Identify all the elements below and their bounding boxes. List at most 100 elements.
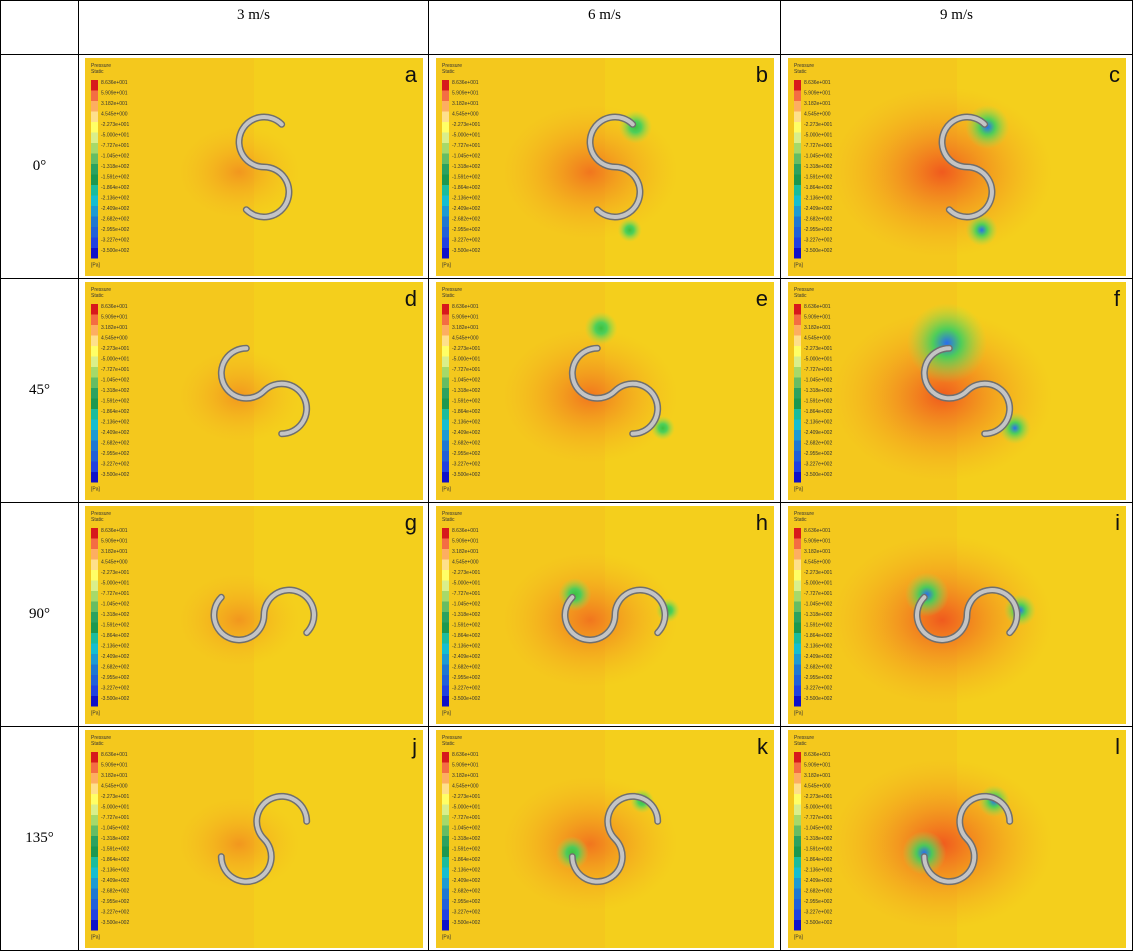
panel-label: d — [404, 286, 416, 311]
legend-level: -3.500e+002 — [452, 472, 480, 478]
legend-level: -2.682e+002 — [101, 440, 129, 446]
legend-level: 3.182e+001 — [452, 773, 479, 779]
legend-swatch — [441, 804, 449, 815]
legend-level: -2.409e+002 — [452, 206, 480, 212]
legend-swatch — [441, 898, 449, 909]
legend-level: -1.591e+002 — [452, 398, 480, 404]
legend-swatch — [441, 163, 449, 174]
legend-swatch — [441, 919, 449, 930]
legend-swatch — [793, 835, 801, 846]
legend-level: -2.682e+002 — [804, 216, 832, 222]
legend-swatch — [441, 909, 449, 920]
legend-level: -1.318e+002 — [101, 388, 129, 394]
legend-level: -2.409e+002 — [804, 654, 832, 660]
legend-swatch — [441, 611, 449, 622]
legend-title: Pressure — [442, 735, 462, 741]
legend-level: 5.909e+001 — [804, 90, 831, 96]
legend-level: -2.682e+002 — [804, 664, 832, 670]
legend-swatch — [793, 751, 801, 762]
legend-level: -1.318e+002 — [804, 164, 832, 170]
legend-swatch — [441, 461, 449, 472]
panel-label: c — [1109, 62, 1120, 87]
legend-level: -3.227e+002 — [452, 237, 480, 243]
low-pressure-zone — [965, 213, 998, 246]
legend-swatch — [441, 205, 449, 216]
legend-swatch — [793, 121, 801, 132]
legend-unit: [Pa] — [91, 262, 101, 268]
legend-swatch — [90, 919, 98, 930]
rotor — [217, 344, 310, 437]
legend-level: -1.864e+002 — [452, 633, 480, 639]
rotor-blade — [569, 793, 660, 884]
legend-level: -2.273e+001 — [101, 570, 129, 576]
rotor-blade — [939, 114, 994, 219]
legend-swatch — [441, 121, 449, 132]
column-header: 9 m/s — [780, 0, 1133, 55]
legend-swatch — [441, 559, 449, 570]
legend-swatch — [441, 100, 449, 111]
legend-level: -2.955e+002 — [101, 451, 129, 457]
legend-swatch — [90, 825, 98, 836]
legend-swatch — [90, 90, 98, 101]
legend-unit: [Pa] — [794, 262, 804, 268]
legend-level: -1.318e+002 — [804, 388, 832, 394]
legend-swatch — [441, 314, 449, 325]
legend-swatch — [441, 429, 449, 440]
legend-level: -2.136e+002 — [804, 195, 832, 201]
legend-swatch — [90, 79, 98, 90]
legend-swatch — [793, 324, 801, 335]
legend-level: -1.045e+002 — [101, 601, 129, 607]
legend-swatch — [441, 226, 449, 237]
legend-level: -1.591e+002 — [452, 846, 480, 852]
legend-swatch — [90, 559, 98, 570]
legend-level: 4.545e+000 — [452, 783, 479, 789]
legend-level: -2.409e+002 — [101, 206, 129, 212]
panel-label: l — [1115, 734, 1120, 759]
legend-level: -1.591e+002 — [804, 622, 832, 628]
legend-level: -2.955e+002 — [804, 899, 832, 905]
legend-swatch — [90, 695, 98, 706]
legend-level: 8.636e+001 — [101, 304, 128, 310]
legend-level: -1.591e+002 — [804, 398, 832, 404]
legend-swatch — [793, 153, 801, 164]
legend-swatch — [90, 461, 98, 472]
rotor-blade — [211, 587, 316, 642]
legend-level: -1.045e+002 — [452, 377, 480, 383]
legend-swatch — [441, 195, 449, 206]
legend-swatch — [90, 366, 98, 377]
legend-swatch — [90, 247, 98, 258]
legend-level: 4.545e+000 — [101, 335, 128, 341]
panel-cell: Pressure Static 8.636e+001 5.909e+001 3.182e… — [428, 502, 781, 727]
legend-level: 3.182e+001 — [804, 325, 831, 331]
legend-swatch — [441, 590, 449, 601]
legend-level: 3.182e+001 — [804, 773, 831, 779]
legend-level: -2.682e+002 — [101, 216, 129, 222]
legend-swatch — [441, 398, 449, 409]
legend-level: -1.591e+002 — [101, 846, 129, 852]
legend-swatch — [793, 205, 801, 216]
legend-swatch — [90, 419, 98, 430]
legend-swatch — [90, 471, 98, 482]
legend-swatch — [793, 548, 801, 559]
panel-cell: Pressure Static 8.636e+001 5.909e+001 3.182e… — [780, 278, 1133, 503]
legend-level: -2.682e+002 — [452, 440, 480, 446]
legend-swatch — [90, 121, 98, 132]
legend-title: Pressure — [794, 287, 814, 293]
legend-swatch — [90, 622, 98, 633]
legend-level: 8.636e+001 — [101, 80, 128, 86]
legend-level: 3.182e+001 — [452, 549, 479, 555]
legend-level: -5.000e+001 — [101, 580, 129, 586]
legend-level: 3.182e+001 — [101, 325, 128, 331]
legend-swatch — [441, 793, 449, 804]
panel-label: a — [404, 62, 417, 87]
legend-swatch — [441, 814, 449, 825]
legend-level: 5.909e+001 — [101, 90, 128, 96]
legend-level: -7.727e+001 — [804, 591, 832, 597]
legend-level: -7.727e+001 — [101, 143, 129, 149]
legend-swatch — [441, 324, 449, 335]
legend-swatch — [90, 153, 98, 164]
legend-level: -3.227e+002 — [101, 237, 129, 243]
